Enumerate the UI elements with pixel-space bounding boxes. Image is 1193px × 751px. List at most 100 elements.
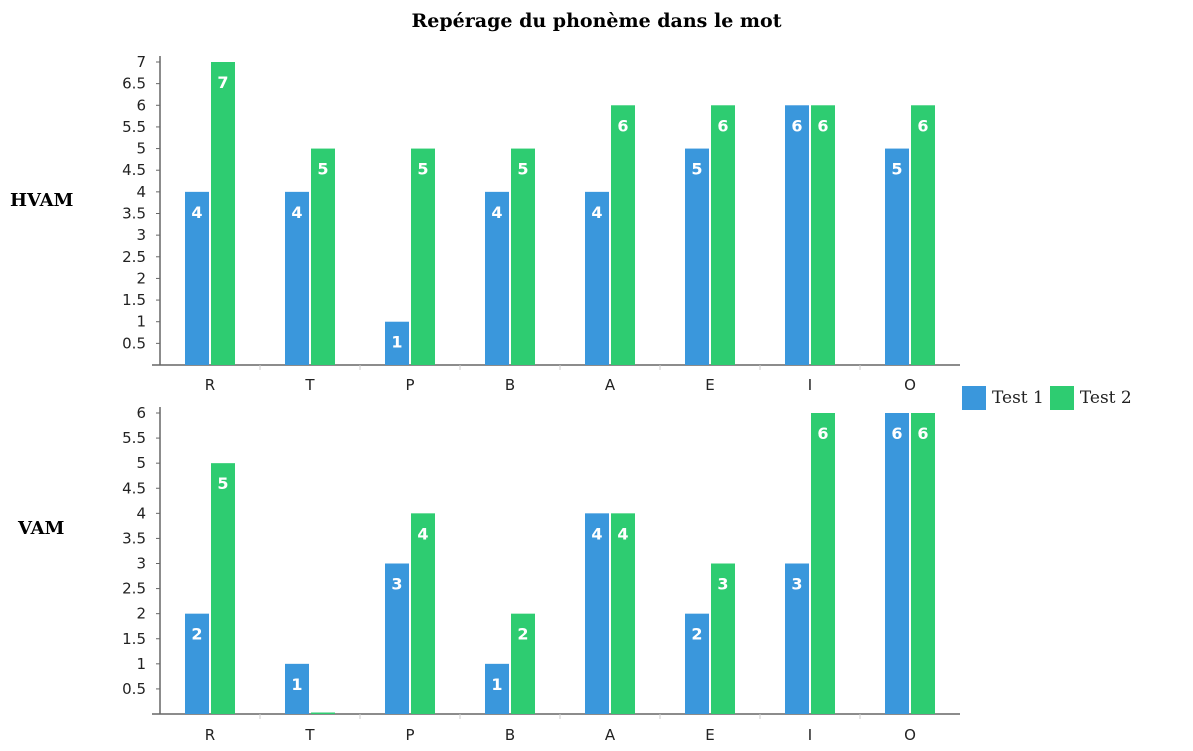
x-tick-label-vam: I (808, 726, 812, 744)
bar-vam-e-test1 (685, 613, 709, 714)
x-tick-label-hvam: T (304, 376, 315, 394)
data-label-vam-i-test1: 3 (791, 575, 802, 594)
chart-title: Repérage du phonème dans le mot (411, 10, 782, 32)
x-tick-label-vam: P (405, 726, 414, 744)
x-tick-label-vam: E (705, 726, 714, 744)
bar-vam-e-test2 (711, 563, 735, 714)
y-tick-label-hvam: 3.5 (122, 205, 146, 223)
x-tick-label-hvam: R (205, 376, 215, 394)
data-label-vam-a-test2: 4 (617, 524, 628, 543)
bar-vam-r-test2 (211, 463, 235, 714)
data-label-hvam-t-test2: 5 (317, 160, 328, 179)
x-tick-label-hvam: A (605, 376, 616, 394)
bar-vam-p-test2 (411, 513, 435, 714)
bar-vam-b-test1 (485, 663, 509, 714)
y-tick-label-hvam: 4.5 (122, 161, 146, 179)
y-tick-label-hvam: 6 (136, 96, 146, 114)
y-tick-label-hvam: 2 (136, 269, 146, 287)
data-label-hvam-b-test1: 4 (491, 203, 502, 222)
y-tick-label-hvam: 0.5 (122, 334, 146, 352)
x-tick-label-hvam: O (904, 376, 916, 394)
data-label-vam-p-test2: 4 (417, 524, 428, 543)
data-label-hvam-r-test1: 4 (191, 203, 202, 222)
bar-vam-t-test2 (311, 712, 335, 714)
bar-vam-i-test1 (785, 563, 809, 714)
bar-hvam-a-test1 (585, 191, 609, 365)
y-tick-label-vam: 1 (136, 655, 146, 673)
y-tick-label-hvam: 1.5 (122, 291, 146, 309)
x-tick-label-vam: B (505, 726, 515, 744)
legend-label-test1: Test 1 (992, 388, 1044, 408)
data-label-hvam-i-test1: 6 (791, 116, 802, 135)
data-label-hvam-o-test1: 5 (891, 160, 902, 179)
data-label-vam-o-test1: 6 (891, 424, 902, 443)
x-tick-label-vam: R (205, 726, 215, 744)
data-label-hvam-b-test2: 5 (517, 160, 528, 179)
bar-hvam-b-test2 (511, 148, 535, 365)
y-tick-label-hvam: 1 (136, 313, 146, 331)
y-tick-label-vam: 2.5 (122, 580, 146, 598)
data-label-vam-e-test2: 3 (717, 575, 728, 594)
bar-vam-p-test1 (385, 563, 409, 714)
data-label-hvam-o-test2: 6 (917, 116, 928, 135)
y-tick-label-vam: 1.5 (122, 630, 146, 648)
x-tick-label-vam: T (304, 726, 315, 744)
bar-hvam-i-test1 (785, 105, 809, 366)
data-label-vam-o-test2: 6 (917, 424, 928, 443)
data-label-hvam-r-test2: 7 (217, 73, 228, 92)
y-tick-label-vam: 2 (136, 605, 146, 623)
data-label-vam-a-test1: 4 (591, 524, 602, 543)
y-tick-label-vam: 4 (136, 504, 146, 522)
bar-hvam-a-test2 (611, 105, 635, 366)
bar-vam-t-test1 (285, 663, 309, 714)
bar-hvam-p-test1 (385, 321, 409, 365)
bar-hvam-r-test2 (211, 62, 235, 365)
data-label-hvam-e-test1: 5 (691, 160, 702, 179)
bar-hvam-o-test1 (885, 148, 909, 365)
legend-label-test2: Test 2 (1079, 388, 1132, 408)
data-label-hvam-p-test2: 5 (417, 160, 428, 179)
data-label-vam-i-test2: 6 (817, 424, 828, 443)
legend-item-test1[interactable]: Test 1 (962, 386, 1044, 410)
y-tick-label-hvam: 6.5 (122, 75, 146, 93)
legend-swatch-test2 (1049, 386, 1074, 410)
y-tick-label-vam: 6 (136, 404, 146, 422)
y-tick-label-hvam: 2.5 (122, 248, 146, 266)
data-label-vam-e-test1: 2 (691, 625, 702, 644)
y-tick-label-vam: 5 (136, 454, 146, 472)
x-tick-label-vam: A (605, 726, 616, 744)
bar-hvam-e-test2 (711, 105, 735, 366)
panel-label-hvam: HVAM (10, 190, 74, 211)
data-label-vam-b-test1: 1 (491, 675, 502, 694)
bar-hvam-e-test1 (685, 148, 709, 365)
x-tick-label-hvam: E (705, 376, 714, 394)
legend-item-test2[interactable]: Test 2 (1049, 386, 1132, 410)
bar-vam-a-test2 (611, 513, 635, 714)
y-tick-label-hvam: 4 (136, 183, 146, 201)
data-label-hvam-e-test2: 6 (717, 116, 728, 135)
data-label-hvam-a-test1: 4 (591, 203, 602, 222)
bar-hvam-t-test1 (285, 191, 309, 365)
bar-hvam-p-test2 (411, 148, 435, 365)
y-tick-label-hvam: 5 (136, 140, 146, 158)
panel-label-vam: VAM (18, 518, 65, 539)
y-tick-label-hvam: 7 (136, 53, 146, 71)
data-label-vam-r-test1: 2 (191, 625, 202, 644)
data-label-hvam-t-test1: 4 (291, 203, 302, 222)
data-label-hvam-i-test2: 6 (817, 116, 828, 135)
bar-hvam-t-test2 (311, 148, 335, 365)
bar-hvam-i-test2 (811, 105, 835, 366)
y-tick-label-vam: 5.5 (122, 429, 146, 447)
y-tick-label-vam: 0.5 (122, 680, 146, 698)
bar-vam-i-test2 (811, 413, 835, 714)
bar-hvam-b-test1 (485, 191, 509, 365)
x-tick-label-vam: O (904, 726, 916, 744)
bar-vam-o-test2 (911, 413, 935, 714)
x-tick-label-hvam: P (405, 376, 414, 394)
data-label-vam-r-test2: 5 (217, 474, 228, 493)
bar-hvam-r-test1 (185, 191, 209, 365)
bar-vam-b-test2 (511, 613, 535, 714)
y-tick-label-hvam: 5.5 (122, 118, 146, 136)
bar-vam-a-test1 (585, 513, 609, 714)
